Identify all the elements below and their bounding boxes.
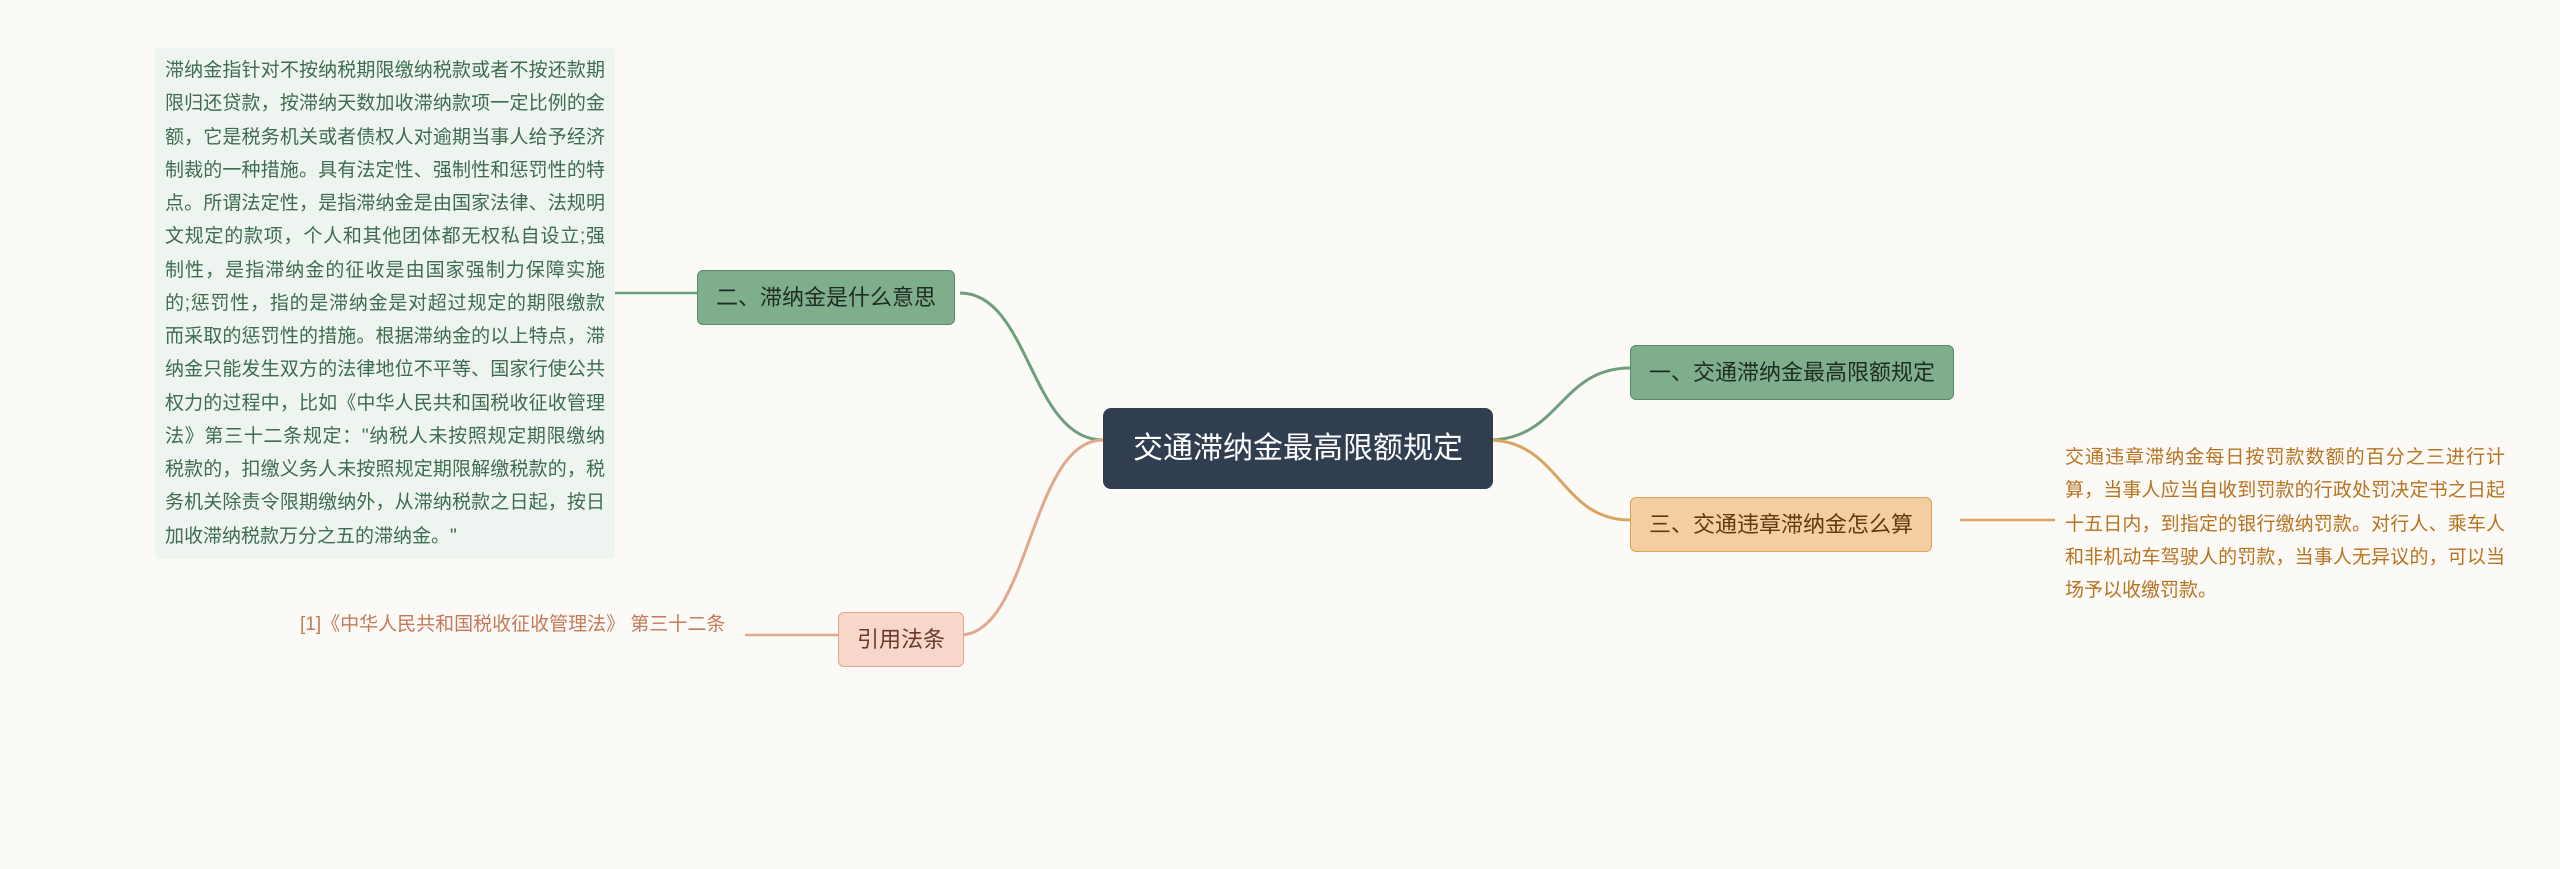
center-node[interactable]: 交通滞纳金最高限额规定 xyxy=(1103,408,1493,489)
branch-desc-meaning: 滞纳金指针对不按纳税期限缴纳税款或者不按还款期限归还贷款，按滞纳天数加收滞纳款项… xyxy=(155,48,615,559)
branch-node-maxlimit[interactable]: 一、交通滞纳金最高限额规定 xyxy=(1630,345,1954,400)
branch-node-reference[interactable]: 引用法条 xyxy=(838,612,964,667)
branch-desc-calculation: 交通违章滞纳金每日按罚款数额的百分之三进行计算，当事人应当自收到罚款的行政处罚决… xyxy=(2055,435,2515,613)
branch-desc-reference: [1]《中华人民共和国税收征收管理法》 第三十二条 xyxy=(290,602,750,647)
branch-node-meaning[interactable]: 二、滞纳金是什么意思 xyxy=(697,270,955,325)
branch-node-calculation[interactable]: 三、交通违章滞纳金怎么算 xyxy=(1630,497,1932,552)
